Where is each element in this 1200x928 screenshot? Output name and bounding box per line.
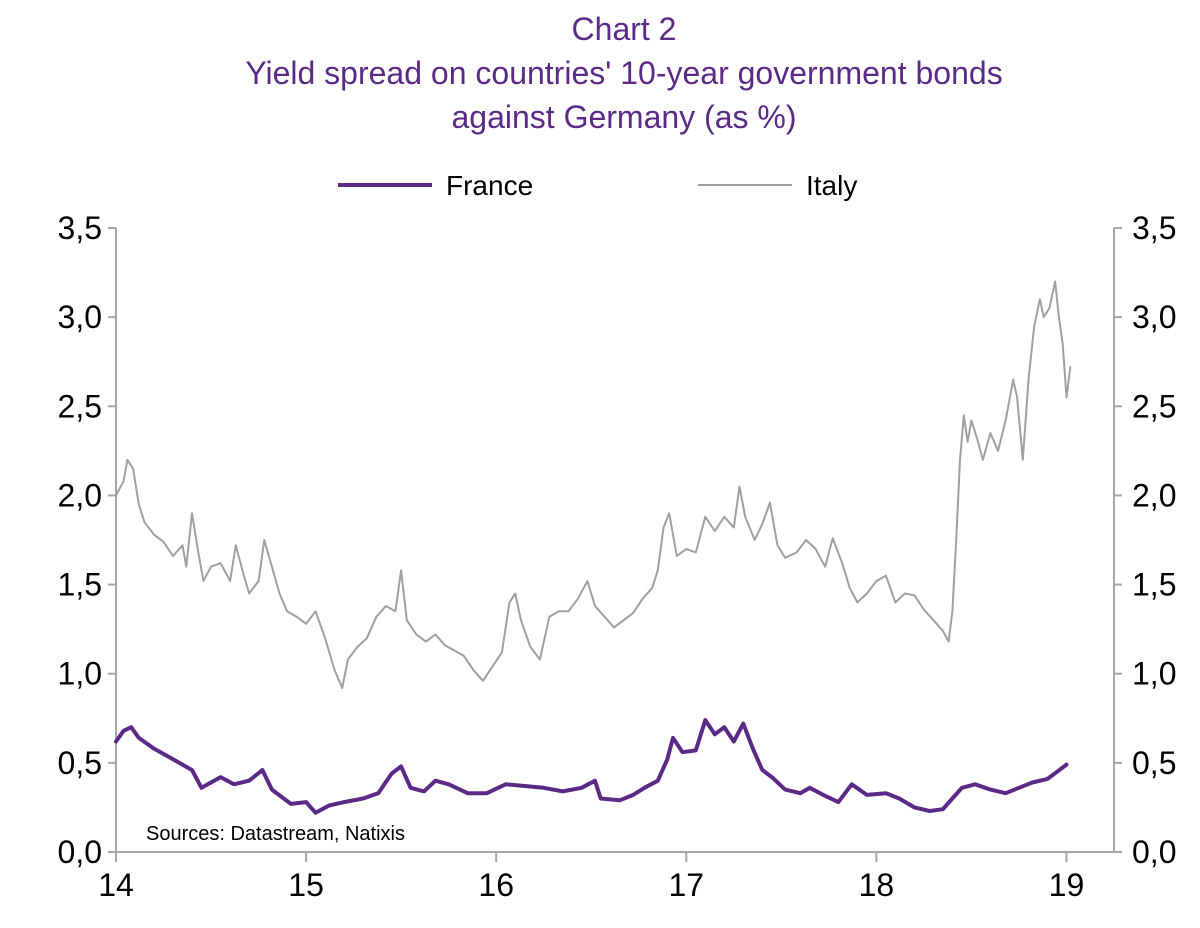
- y-tick-label-left: 0,0: [58, 834, 102, 870]
- y-tick-label-right: 2,5: [1132, 388, 1176, 424]
- y-tick-label-left: 1,5: [58, 567, 102, 603]
- chart-title-line-3: against Germany (as %): [451, 99, 796, 135]
- y-tick-label-right: 1,5: [1132, 567, 1176, 603]
- y-tick-label-left: 1,0: [58, 656, 102, 692]
- legend-label-italy: Italy: [806, 170, 857, 201]
- y-tick-label-right: 3,5: [1132, 210, 1176, 246]
- x-tick-label: 14: [98, 867, 134, 903]
- y-tick-label-right: 1,0: [1132, 656, 1176, 692]
- y-tick-label-right: 3,0: [1132, 299, 1176, 335]
- x-tick-label: 17: [668, 867, 704, 903]
- source-note: Sources: Datastream, Natixis: [146, 823, 405, 845]
- y-tick-label-left: 3,0: [58, 299, 102, 335]
- chart-title-line-2: Yield spread on countries' 10-year gover…: [245, 55, 1002, 91]
- series-line-italy: [115, 280, 1072, 689]
- y-tick-label-left: 2,0: [58, 477, 102, 513]
- axes: 0,0 0,0 0,5 0,5 1,0 1,0 1,5 1,5 2,0 2,0 2,5 2,5 3,0 3…: [58, 210, 1177, 903]
- y-tick-label-left: 0,5: [58, 745, 102, 781]
- y-tick-label-left: 3,5: [58, 210, 102, 246]
- chart-title-line-1: Chart 2: [572, 11, 677, 47]
- legend-label-france: France: [446, 170, 533, 201]
- y-tick-label-right: 0,0: [1132, 834, 1176, 870]
- y-tick-label-right: 0,5: [1132, 745, 1176, 781]
- x-tick-label: 15: [288, 867, 324, 903]
- series-line-france: [114, 718, 1069, 815]
- legend: France Italy: [338, 170, 857, 201]
- series-lines: [114, 280, 1072, 815]
- y-tick-label-left: 2,5: [58, 388, 102, 424]
- x-tick-label: 16: [478, 867, 514, 903]
- x-tick-label: 18: [859, 867, 895, 903]
- x-tick-label: 19: [1049, 867, 1085, 903]
- y-tick-label-right: 2,0: [1132, 477, 1176, 513]
